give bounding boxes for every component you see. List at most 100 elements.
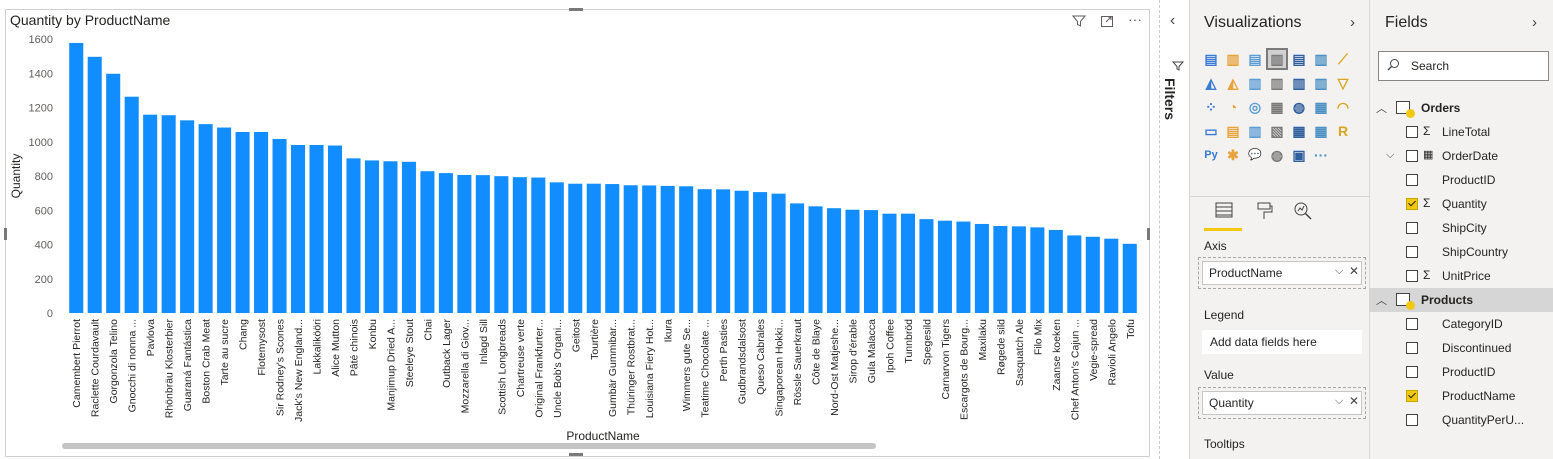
bar-chart-visual[interactable] [4, 8, 1150, 457]
resize-handle-top[interactable] [569, 8, 583, 11]
bar[interactable] [974, 223, 989, 313]
bar[interactable] [272, 139, 287, 313]
legend-drop-zone[interactable]: Add data fields here [1202, 330, 1362, 354]
bar[interactable] [586, 183, 601, 313]
value-field-pill[interactable]: Quantity ⌵ ✕ [1202, 391, 1362, 415]
stacked-area-icon[interactable]: ◭ [1227, 75, 1239, 91]
bar[interactable] [863, 210, 879, 313]
bar[interactable] [69, 42, 84, 313]
table-products[interactable]: ︿ Products [1370, 288, 1553, 312]
scatter-icon[interactable]: ⁘ [1205, 99, 1217, 115]
bar[interactable] [900, 213, 915, 313]
bar[interactable] [790, 203, 805, 313]
bar[interactable] [475, 175, 490, 313]
pie-icon[interactable]: ◔ [1228, 99, 1238, 115]
bar[interactable] [623, 185, 638, 313]
custom-visual-icon[interactable]: ▣ [1292, 147, 1306, 163]
bar[interactable] [753, 192, 768, 313]
clustered-column-icon[interactable]: ▥ [1266, 48, 1288, 70]
area-chart-icon[interactable]: ◭ [1205, 75, 1217, 91]
key-influencers-icon[interactable]: ✱ [1227, 147, 1239, 163]
bar[interactable] [660, 185, 675, 313]
donut-icon[interactable]: ◎ [1248, 99, 1262, 115]
bar[interactable] [808, 206, 823, 313]
bar[interactable] [993, 226, 1008, 313]
bar[interactable] [1085, 236, 1100, 313]
field-discontinued[interactable]: Discontinued [1370, 336, 1553, 360]
resize-handle-left[interactable] [4, 228, 7, 240]
bar[interactable] [549, 182, 564, 313]
bar[interactable] [124, 96, 139, 314]
field-checkbox[interactable] [1406, 270, 1418, 282]
bar[interactable] [605, 184, 620, 313]
bar[interactable] [364, 160, 379, 313]
bar[interactable] [235, 131, 250, 313]
kpi-icon[interactable]: ▥ [1248, 123, 1262, 139]
bar[interactable] [1067, 235, 1082, 313]
field-checkbox[interactable] [1406, 222, 1418, 234]
bar[interactable] [531, 177, 546, 313]
field-checkbox[interactable] [1406, 414, 1418, 426]
chevron-down-icon[interactable]: ⌵ [1335, 395, 1344, 407]
value-well[interactable]: Quantity ⌵ ✕ [1198, 387, 1366, 419]
field-checkbox[interactable] [1406, 150, 1418, 162]
field-linetotal[interactable]: Σ LineTotal [1370, 120, 1553, 144]
bar[interactable] [143, 114, 158, 313]
more-visuals-icon[interactable]: ··· [1314, 147, 1328, 163]
field-checkbox[interactable] [1406, 126, 1418, 138]
stacked-column-icon[interactable]: ▥ [1226, 51, 1240, 67]
chevron-down-icon[interactable]: ⌵ [1386, 149, 1395, 161]
more-options-icon[interactable]: ··· [1128, 11, 1142, 27]
bar[interactable] [87, 56, 102, 314]
slicer-icon[interactable]: ▧ [1270, 123, 1284, 139]
legend-well[interactable]: Add data fields here [1198, 326, 1366, 358]
gauge-icon[interactable]: ◠ [1336, 99, 1350, 115]
resize-handle-right[interactable] [1147, 228, 1150, 240]
filter-icon[interactable] [1071, 14, 1087, 30]
bar[interactable] [327, 145, 343, 313]
bar[interactable] [457, 174, 472, 313]
field-shipcity[interactable]: ShipCity [1370, 216, 1553, 240]
python-visual-icon[interactable]: Py [1204, 149, 1218, 161]
line-chart-icon[interactable]: ⟋ [1338, 51, 1348, 67]
bar[interactable] [309, 145, 324, 313]
field-checkbox[interactable] [1406, 318, 1418, 330]
table-orders[interactable]: ︿ Orders [1370, 96, 1553, 120]
field-categoryid[interactable]: CategoryID [1370, 312, 1553, 336]
bar[interactable] [438, 173, 453, 313]
axis-field-pill[interactable]: ProductName ⌵ ✕ [1202, 261, 1362, 285]
bar[interactable] [1011, 226, 1026, 313]
bar[interactable] [697, 189, 712, 313]
axis-well[interactable]: ProductName ⌵ ✕ [1198, 257, 1366, 289]
bar[interactable] [106, 73, 121, 313]
chevron-up-icon[interactable]: ︿ [1376, 295, 1387, 307]
bar[interactable] [420, 171, 435, 313]
map-icon[interactable]: ◍ [1292, 99, 1306, 115]
bar[interactable] [1030, 227, 1045, 314]
stacked-bar-icon[interactable]: ▤ [1204, 51, 1218, 67]
bar[interactable] [401, 161, 416, 313]
field-productid[interactable]: ProductID [1370, 168, 1553, 192]
field-orderdate[interactable]: ⌵ ▦ OrderDate [1370, 144, 1553, 168]
remove-field-icon[interactable]: ✕ [1349, 394, 1360, 408]
filters-label[interactable]: Filters [1162, 78, 1178, 121]
fields-tab-icon[interactable] [1212, 201, 1236, 225]
bar[interactable] [494, 176, 509, 313]
fields-search-box[interactable] [1378, 51, 1549, 81]
bar[interactable] [919, 219, 934, 313]
bar[interactable] [679, 186, 694, 313]
chevron-right-icon[interactable]: › [1350, 14, 1355, 31]
bar[interactable] [512, 177, 527, 313]
field-checkbox[interactable] [1406, 198, 1418, 210]
field-checkbox[interactable] [1406, 174, 1418, 186]
remove-field-icon[interactable]: ✕ [1349, 264, 1360, 278]
100-bar-icon[interactable]: ▤ [1292, 51, 1306, 67]
treemap-icon[interactable]: ▦ [1270, 99, 1284, 115]
bar[interactable] [882, 213, 897, 313]
filters-pane[interactable]: ‹ Filters [1159, 0, 1190, 459]
clustered-bar-icon[interactable]: ▤ [1248, 51, 1262, 67]
bar[interactable] [771, 193, 786, 313]
field-checkbox[interactable] [1406, 390, 1418, 402]
bar[interactable] [716, 189, 731, 313]
bar[interactable] [734, 190, 749, 313]
